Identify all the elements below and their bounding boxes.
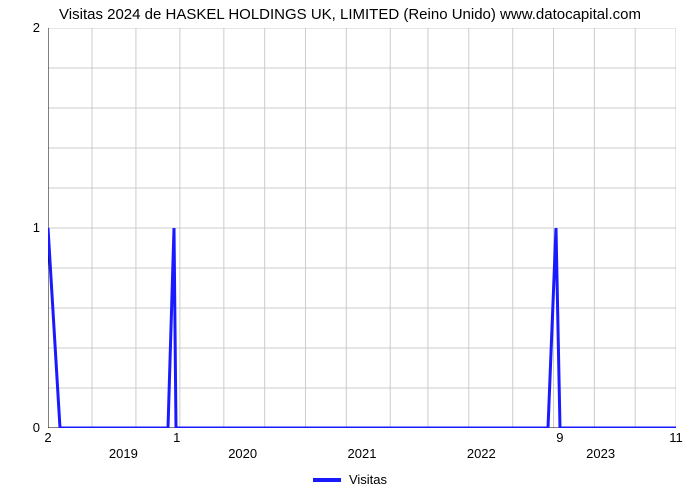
plot-area	[48, 28, 676, 428]
legend: Visitas	[0, 472, 700, 487]
x-tick-minor-label: 1	[157, 430, 197, 445]
x-tick-major-label: 2019	[93, 446, 153, 461]
plot-svg	[48, 28, 676, 428]
x-tick-major-label: 2023	[571, 446, 631, 461]
y-tick-label: 1	[0, 220, 40, 235]
x-tick-minor-label: 11	[656, 430, 696, 445]
x-tick-minor-label: 9	[540, 430, 580, 445]
legend-label: Visitas	[349, 472, 387, 487]
x-tick-minor-label: 2	[28, 430, 68, 445]
y-tick-label: 2	[0, 20, 40, 35]
visitas-chart: Visitas 2024 de HASKEL HOLDINGS UK, LIMI…	[0, 0, 700, 500]
x-tick-major-label: 2020	[213, 446, 273, 461]
chart-title: Visitas 2024 de HASKEL HOLDINGS UK, LIMI…	[0, 6, 700, 23]
x-tick-major-label: 2021	[332, 446, 392, 461]
x-tick-major-label: 2022	[451, 446, 511, 461]
legend-swatch	[313, 478, 341, 482]
